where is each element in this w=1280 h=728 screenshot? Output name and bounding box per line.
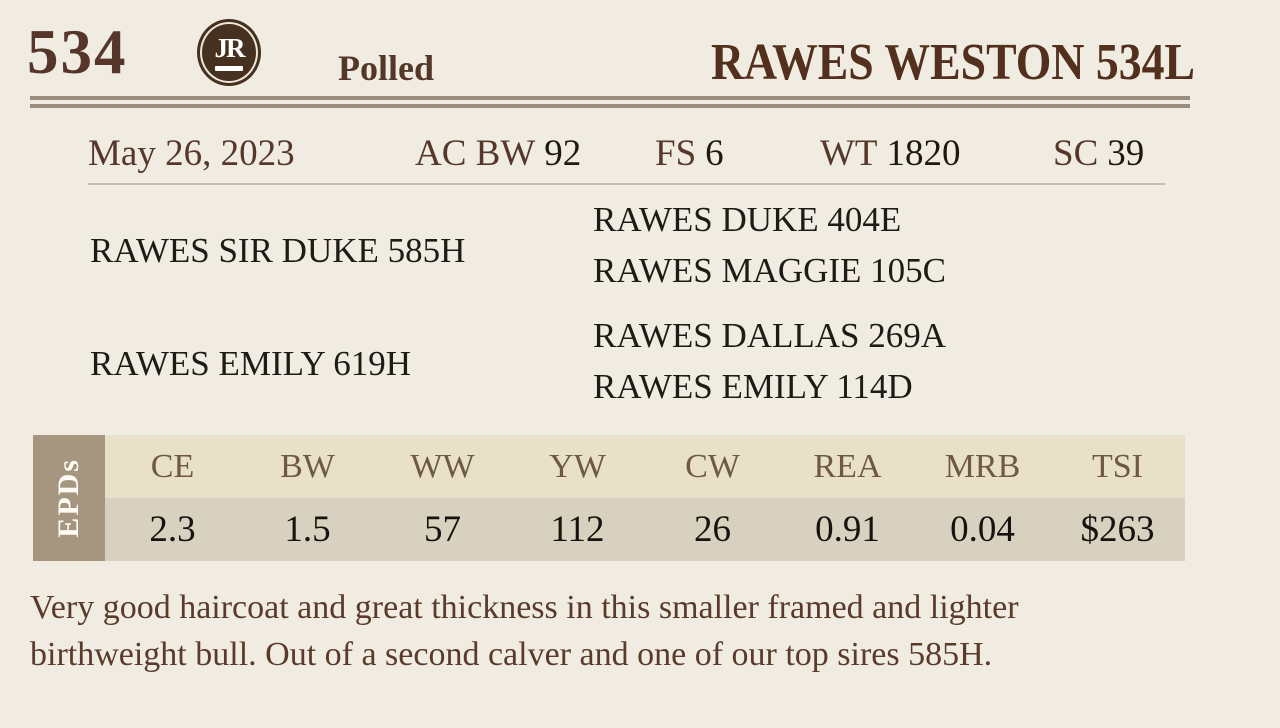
stat-value: 1820: [886, 133, 961, 174]
logo-underline-bar: [215, 65, 243, 71]
pedigree-dam-sire: RAWES DALLAS 269A: [593, 316, 947, 355]
pedigree-sire-sire: RAWES DUKE 404E: [593, 200, 902, 239]
stat-label: AC BW: [415, 133, 536, 174]
stat-value: 92: [544, 133, 582, 174]
stat-frame-score: FS 6: [655, 132, 724, 175]
animal-name-title: RAWES WESTON 534L: [710, 34, 1195, 91]
stat-value: 6: [705, 133, 724, 174]
header-double-rule: [30, 96, 1190, 108]
epd-value-mrb: 0.04: [950, 509, 1015, 550]
epd-header-rea: REA: [813, 447, 882, 485]
stat-label: FS: [655, 133, 697, 174]
stat-label: WT: [820, 133, 878, 174]
epd-value-cw: 26: [694, 509, 731, 550]
pedigree-dam: RAWES EMILY 619H: [90, 344, 411, 383]
stat-scrotal-circumference: SC 39: [1053, 132, 1144, 175]
logo-monogram: JR: [214, 32, 246, 63]
ranch-brand-logo-icon: JR: [197, 19, 261, 86]
epd-table: EPDs CE BW WW YW CW REA MRB TSI 2.3 1.5 …: [33, 435, 1185, 561]
description-line-2: birthweight bull. Out of a second calver…: [30, 636, 993, 673]
epd-values-row: 2.3 1.5 57 112 26 0.91 0.04 $263: [105, 498, 1185, 561]
lot-number: 534: [27, 17, 128, 87]
epd-header-ce: CE: [150, 447, 195, 485]
pedigree-sire: RAWES SIR DUKE 585H: [90, 231, 466, 270]
pedigree-dam-dam: RAWES EMILY 114D: [593, 367, 913, 406]
epd-value-rea: 0.91: [815, 509, 880, 550]
epd-value-yw: 112: [550, 509, 605, 550]
epd-value-tsi: $263: [1080, 509, 1155, 550]
epd-header-cw: CW: [685, 447, 740, 485]
sale-description: Very good haircoat and great thickness i…: [30, 584, 1019, 678]
epd-header-ww: WW: [410, 447, 475, 485]
stats-underline-rule: [88, 183, 1165, 185]
epd-header-tsi: TSI: [1092, 447, 1143, 485]
stat-label: SC: [1053, 133, 1099, 174]
epd-section-label-cell: EPDs: [33, 435, 105, 561]
epd-grid: CE BW WW YW CW REA MRB TSI 2.3 1.5 57 11…: [105, 435, 1185, 561]
pedigree-sire-dam: RAWES MAGGIE 105C: [593, 251, 947, 290]
epd-header-mrb: MRB: [944, 447, 1021, 485]
logo-inner-ring: JR: [200, 22, 258, 83]
horn-status-label: Polled: [338, 48, 434, 88]
stat-adjusted-birth-weight: AC BW 92: [415, 132, 581, 175]
epd-value-ce: 2.3: [149, 509, 196, 550]
birth-date: May 26, 2023: [88, 133, 295, 174]
epd-section-label: EPDs: [52, 458, 85, 538]
epd-value-ww: 57: [424, 509, 461, 550]
stat-weight: WT 1820: [820, 132, 961, 175]
epd-header-row: CE BW WW YW CW REA MRB TSI: [105, 435, 1185, 498]
epd-header-bw: BW: [280, 447, 335, 485]
epd-value-bw: 1.5: [284, 509, 331, 550]
description-line-1: Very good haircoat and great thickness i…: [30, 589, 1019, 626]
epd-header-yw: YW: [549, 447, 606, 485]
stat-value: 39: [1107, 133, 1145, 174]
